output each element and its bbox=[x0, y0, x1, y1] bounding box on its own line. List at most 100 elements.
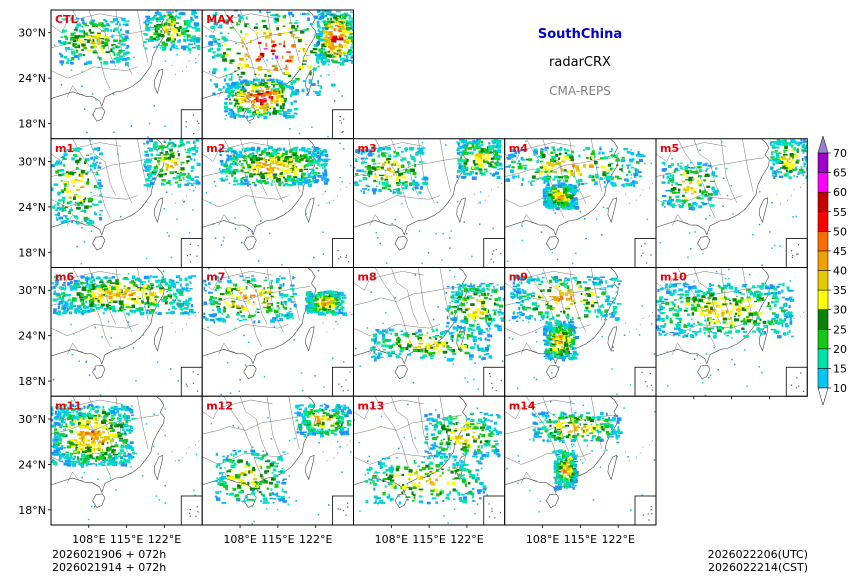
echo-cell bbox=[52, 205, 56, 209]
echo-cell bbox=[313, 150, 316, 152]
echo-cell bbox=[275, 159, 280, 164]
echo-cell bbox=[690, 186, 694, 190]
echo-cell bbox=[303, 149, 309, 153]
echo-cell bbox=[194, 25, 198, 28]
inset-islet bbox=[640, 255, 643, 257]
echo-cell bbox=[120, 289, 123, 292]
echo-cell bbox=[87, 39, 91, 41]
echo-cell bbox=[64, 206, 68, 208]
province-border bbox=[202, 13, 273, 33]
echo-cell bbox=[776, 155, 780, 159]
echo-cell bbox=[115, 23, 118, 26]
echo-cell bbox=[563, 185, 567, 187]
echo-cell bbox=[113, 57, 118, 60]
echo-cell bbox=[554, 199, 560, 202]
echo-cell bbox=[203, 286, 206, 291]
echo-cell bbox=[84, 32, 89, 36]
echo-cell bbox=[495, 164, 499, 167]
echo-cell bbox=[360, 157, 365, 160]
echo-cell bbox=[277, 32, 282, 37]
echo-cell bbox=[375, 168, 378, 170]
echo-cell bbox=[263, 92, 266, 96]
echo-cell bbox=[136, 277, 139, 281]
echo-speck bbox=[311, 146, 314, 148]
echo-cell bbox=[307, 311, 309, 315]
echo-cell bbox=[167, 156, 171, 160]
echo-cell bbox=[322, 39, 325, 41]
echo-cell bbox=[314, 295, 319, 297]
echo-cell bbox=[240, 71, 246, 75]
echo-cell bbox=[276, 305, 280, 308]
echo-cell bbox=[346, 59, 352, 62]
echo-cell bbox=[306, 88, 309, 91]
echo-cell bbox=[114, 288, 120, 290]
echo-cell bbox=[275, 103, 279, 107]
echo-speck bbox=[107, 321, 110, 323]
echo-cell bbox=[325, 27, 329, 30]
echo-cell bbox=[301, 173, 305, 175]
echo-cell bbox=[145, 296, 150, 298]
echo-cell bbox=[271, 161, 274, 165]
echo-cell bbox=[91, 290, 95, 294]
echo-cell bbox=[210, 79, 212, 82]
echo-cell bbox=[466, 145, 469, 148]
echo-cell bbox=[155, 17, 159, 21]
echo-cell bbox=[58, 52, 62, 55]
panel-content bbox=[656, 138, 808, 266]
echo-cell bbox=[101, 24, 106, 27]
echo-cell bbox=[456, 152, 460, 155]
echo-cell bbox=[321, 154, 324, 157]
echo-cell bbox=[217, 310, 222, 314]
echo-cell bbox=[219, 153, 222, 157]
echo-cell bbox=[567, 184, 570, 187]
echo-cell bbox=[84, 160, 87, 165]
echo-cell bbox=[163, 14, 165, 18]
echo-cell bbox=[113, 27, 118, 31]
echo-cell bbox=[229, 59, 235, 62]
islet bbox=[793, 188, 795, 191]
echo-cell bbox=[384, 174, 387, 177]
echo-cell bbox=[293, 147, 298, 151]
echo-cell bbox=[350, 23, 353, 28]
echo-cell bbox=[296, 177, 302, 180]
echo-cell bbox=[83, 47, 87, 50]
echo-cell bbox=[147, 305, 150, 309]
echo-cell bbox=[323, 164, 326, 167]
echo-cell bbox=[610, 181, 614, 185]
echo-cell bbox=[507, 157, 512, 160]
echo-cell bbox=[52, 310, 57, 314]
province-border bbox=[266, 10, 284, 75]
echo-cell bbox=[282, 163, 286, 167]
province-border bbox=[51, 324, 138, 336]
echo-speck bbox=[418, 230, 421, 232]
echo-cell bbox=[89, 31, 95, 34]
echo-cell bbox=[317, 18, 321, 21]
echo-speck bbox=[778, 161, 780, 164]
echo-cell bbox=[64, 286, 67, 290]
echo-cell bbox=[578, 154, 581, 157]
islet bbox=[188, 317, 190, 320]
echo-cell bbox=[276, 302, 280, 305]
echo-cell bbox=[329, 47, 332, 50]
echo-speck bbox=[147, 136, 149, 138]
echo-speck bbox=[573, 176, 575, 178]
echo-cell bbox=[488, 163, 493, 168]
echo-cell bbox=[300, 176, 303, 180]
echo-cell bbox=[211, 276, 213, 279]
echo-cell bbox=[100, 37, 105, 40]
echo-cell bbox=[233, 158, 239, 161]
echo-cell bbox=[191, 153, 197, 156]
echo-cell bbox=[275, 156, 279, 158]
echo-speck bbox=[342, 148, 345, 150]
echo-cell bbox=[79, 300, 84, 303]
echo-cell bbox=[266, 164, 269, 166]
echo-cell bbox=[677, 163, 679, 167]
echo-cell bbox=[564, 198, 568, 202]
echo-cell bbox=[109, 21, 114, 23]
echo-cell bbox=[56, 282, 59, 286]
echo-cell bbox=[56, 218, 59, 221]
echo-cell bbox=[332, 13, 337, 17]
echo-cell bbox=[271, 65, 275, 67]
echo-cell bbox=[714, 175, 718, 178]
echo-cell bbox=[104, 27, 109, 31]
